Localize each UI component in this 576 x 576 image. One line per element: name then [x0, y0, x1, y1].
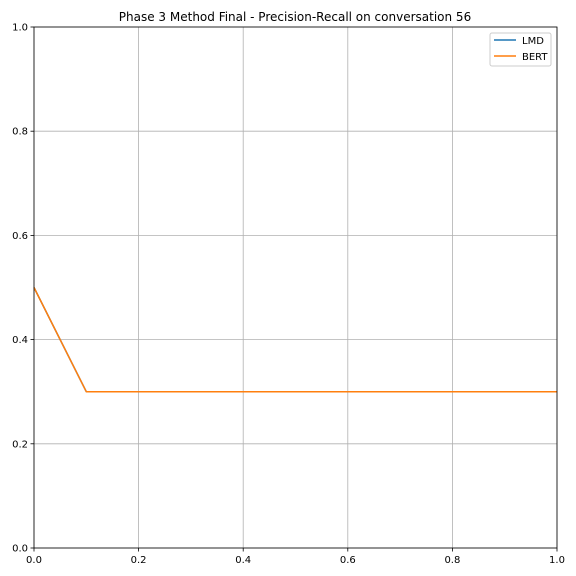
axis-ticks: 0.0 0.2 0.4 0.6 0.8 1.0 0.0 0.2 0.4 0.6 0.8 1.0	[12, 23, 565, 567]
series-lines	[33, 287, 557, 393]
x-tick-label: 0.4	[235, 555, 251, 566]
y-tick-label: 1.0	[12, 23, 28, 34]
y-tick-label: 0.0	[12, 544, 28, 555]
y-tick-label: 0.6	[12, 231, 28, 242]
x-tick-label: 0.2	[131, 555, 147, 566]
series-line-bert	[33, 287, 557, 393]
y-tick-label: 0.4	[12, 335, 28, 346]
legend-label-bert: BERT	[522, 52, 548, 63]
legend-label-lmd: LMD	[522, 36, 544, 47]
x-tick-label: 0.8	[444, 555, 460, 566]
axes-frame	[33, 26, 558, 549]
x-tick-label: 0.0	[26, 555, 42, 566]
x-tick-label: 0.6	[340, 555, 356, 566]
y-tick-label: 0.2	[12, 439, 28, 450]
chart-title: Phase 3 Method Final - Precision-Recall …	[119, 10, 471, 24]
x-tick-label: 1.0	[549, 555, 565, 566]
legend-box	[489, 32, 552, 67]
y-tick-label: 0.8	[12, 127, 28, 138]
legend: LMD BERT	[489, 32, 552, 67]
